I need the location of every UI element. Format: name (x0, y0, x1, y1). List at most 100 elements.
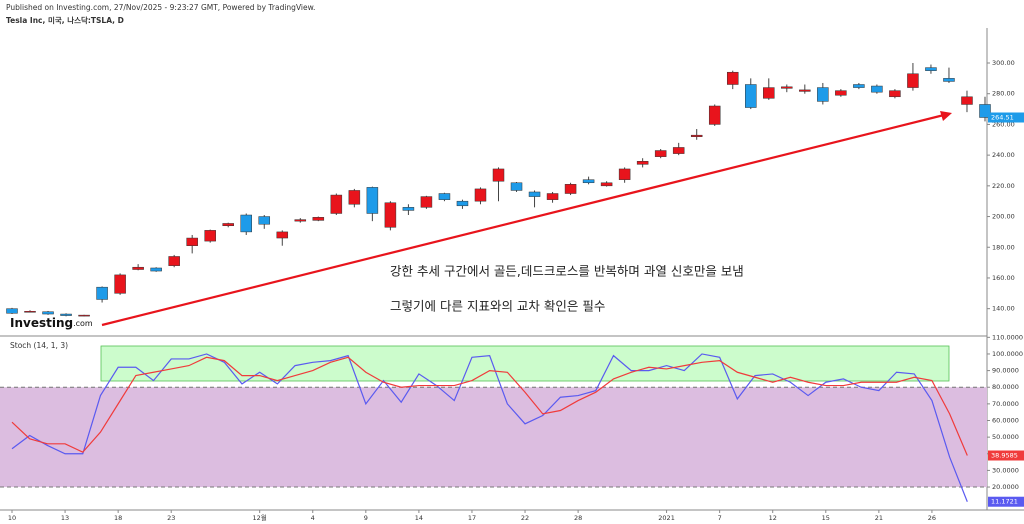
logo-name: Investing (10, 316, 73, 330)
indicator-title: Stoch (14, 1, 3) (10, 341, 68, 350)
x-tick-label: 4 (311, 514, 315, 522)
candle-body (456, 200, 469, 207)
candle-body (889, 90, 901, 98)
logo: Investing.com (10, 316, 93, 330)
candle-body (276, 231, 289, 239)
candle-body (24, 311, 36, 313)
band (0, 387, 987, 488)
candle-body (564, 184, 577, 194)
y-tick-label: 240.00 (992, 151, 1015, 159)
annotation: 강한 추세 구간에서 골든,데드크로스를 반복하며 과열 신호만을 보냄 (390, 264, 744, 279)
y-tick-label: 180.00 (992, 243, 1015, 251)
x-tick-label: 7 (718, 514, 722, 522)
y-tick-label: 30.0000 (992, 466, 1019, 474)
candle-body (835, 90, 847, 96)
candle-body (726, 71, 739, 85)
x-tick-label: 13 (61, 514, 69, 522)
candle-body (871, 85, 883, 93)
candle-body (961, 96, 973, 105)
y-tick-label: 300.00 (992, 59, 1015, 67)
candle-body (781, 86, 793, 89)
candle-body (366, 187, 379, 214)
value-tag (988, 450, 1024, 461)
candle-body (438, 193, 451, 200)
y-tick-label: 80.0000 (992, 383, 1019, 391)
candle-body (600, 182, 613, 187)
value-tag (988, 496, 1024, 507)
candle-body (240, 214, 252, 233)
candle-body (6, 308, 18, 314)
candle-body (528, 191, 541, 197)
arrow-head (940, 111, 952, 121)
x-tick-label: 14 (415, 514, 423, 522)
x-tick-label: 17 (468, 514, 476, 522)
candle-body (690, 134, 703, 137)
x-tick-label: 12 (769, 514, 777, 522)
value-tag-label: 11.1721 (991, 498, 1018, 506)
candle-body (168, 256, 180, 266)
x-tick-label: 15 (822, 514, 830, 522)
y-tick-label: 90.0000 (992, 367, 1019, 375)
candle-body (330, 194, 343, 214)
candle-body (492, 168, 505, 182)
y-tick-label: 140.00 (992, 305, 1015, 313)
candle-body (114, 274, 126, 294)
candle-body (204, 230, 216, 242)
candle-body (42, 311, 54, 315)
x-tick-label: 12월 (253, 513, 267, 522)
candle-body (78, 314, 90, 317)
logo-suffix: .com (73, 319, 93, 328)
candle-body (546, 193, 559, 200)
candle-body (708, 105, 721, 125)
candle-body (402, 207, 415, 211)
stoch-line (11, 353, 968, 502)
x-tick-label: 22 (521, 514, 529, 522)
candle-body (186, 237, 198, 246)
published-note: Published on Investing.com, 27/Nov/2025 … (6, 3, 315, 12)
candle-body (420, 196, 433, 208)
candle-body (510, 182, 523, 191)
candle-body (222, 223, 234, 227)
x-tick-label: 10 (8, 514, 16, 522)
x-tick-label: 9 (364, 514, 368, 522)
candle-body (943, 78, 955, 82)
candle-body (745, 84, 757, 108)
candle-body (582, 179, 595, 184)
candle-body (853, 84, 865, 88)
trend-arrow (101, 111, 952, 327)
symbol-title: Tesla Inc, 미국, 나스닥:TSLA, D (6, 15, 124, 25)
candle-body (799, 89, 811, 92)
candle-body (925, 67, 937, 71)
x-tick-label: 28 (574, 514, 582, 522)
y-tick-label: 110.0000 (992, 333, 1023, 341)
candle-body (150, 267, 162, 272)
stoch-line (11, 356, 968, 456)
candle-body (384, 202, 397, 228)
candle-body (618, 168, 631, 180)
candles (6, 63, 991, 317)
y-tick-label: 280.00 (992, 90, 1015, 98)
x-tick-label: 18 (114, 514, 122, 522)
candle-body (763, 87, 775, 99)
candle-body (636, 161, 649, 165)
value-tag-label: 38.9585 (991, 452, 1018, 460)
candle-body (907, 73, 919, 88)
x-tick-label: 21 (875, 514, 883, 522)
annotation: 그렇기에 다른 지표와의 교차 확인은 필수 (390, 299, 605, 314)
x-tick-label: 26 (928, 514, 936, 522)
candle-body (312, 217, 325, 221)
value-tag-label: 264.51 (991, 113, 1014, 121)
y-tick-label: 20.0000 (992, 483, 1019, 491)
candle-body (979, 104, 991, 118)
y-tick-label: 260.00 (992, 120, 1015, 128)
candle-body (817, 87, 829, 102)
y-tick-label: 60.0000 (992, 417, 1019, 425)
y-tick-label: 200.00 (992, 213, 1015, 221)
candle-body (60, 313, 72, 316)
arrow-line (101, 113, 945, 327)
x-tick-label: 23 (167, 514, 175, 522)
candle-body (258, 216, 271, 225)
candle-body (348, 190, 361, 205)
y-tick-label: 70.0000 (992, 400, 1019, 408)
